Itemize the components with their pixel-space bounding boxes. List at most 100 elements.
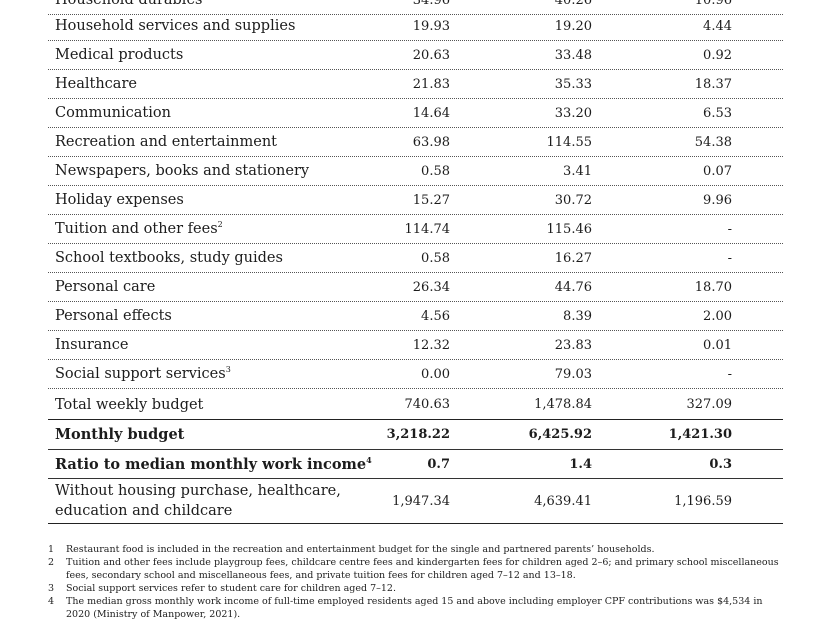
footnote: 3 Social support services refer to studen… bbox=[48, 582, 788, 595]
footnote-text: Social support services refer to student… bbox=[66, 583, 396, 594]
row-label: Personal effects bbox=[55, 308, 172, 324]
row-label: Communication bbox=[55, 105, 171, 121]
value-c1: 3,218.22 bbox=[386, 427, 450, 442]
table-row: Tuition and other fees2 114.74 115.46 - bbox=[48, 215, 783, 244]
value-c1: 0.58 bbox=[421, 163, 450, 179]
value-c2: 23.83 bbox=[554, 337, 592, 353]
value-c3: 2.00 bbox=[703, 308, 732, 324]
value-c2: 115.46 bbox=[546, 221, 593, 237]
total-weekly-row: Total weekly budget 740.63 1,478.84 327.09 bbox=[48, 390, 783, 420]
row-label: Insurance bbox=[55, 337, 129, 353]
value-c1: 740.63 bbox=[404, 397, 451, 412]
row-label: Medical products bbox=[55, 47, 184, 63]
value-c3: 10.96 bbox=[694, 0, 732, 8]
footnote-number: 4 bbox=[48, 596, 55, 607]
value-c2: 30.72 bbox=[554, 192, 592, 208]
value-c2: 79.03 bbox=[554, 366, 592, 382]
table-row: Healthcare 21.83 35.33 18.37 bbox=[48, 70, 783, 99]
value-c1: 0.58 bbox=[421, 250, 450, 266]
value-c3: 4.44 bbox=[703, 18, 732, 34]
value-c3: 0.07 bbox=[703, 163, 732, 179]
table-row: Household durables 34.96 40.26 10.96 bbox=[48, 0, 783, 15]
value-c2: 4,639.41 bbox=[534, 493, 592, 509]
value-c3: - bbox=[727, 366, 732, 382]
value-c3: 18.37 bbox=[694, 76, 732, 92]
value-c2: 19.20 bbox=[554, 18, 592, 34]
footnote: 2 Tuition and other fees include playgrou… bbox=[48, 556, 788, 582]
value-c2: 33.20 bbox=[554, 105, 592, 121]
footnote: 1 Restaurant food is included in the recr… bbox=[48, 543, 788, 556]
footnote-text: Restaurant food is included in the recre… bbox=[66, 544, 655, 555]
value-c2: 33.48 bbox=[554, 47, 592, 63]
value-c3: 54.38 bbox=[694, 134, 732, 150]
table-row: Social support services3 0.00 79.03 - bbox=[48, 360, 783, 389]
table-row: Personal effects 4.56 8.39 2.00 bbox=[48, 302, 783, 331]
value-c3: 0.3 bbox=[709, 456, 732, 472]
row-label: Recreation and entertainment bbox=[55, 134, 277, 150]
value-c1: 0.00 bbox=[421, 366, 450, 382]
table-row: Household services and supplies 19.93 19.2… bbox=[48, 12, 783, 41]
ratio-row: Ratio to median monthly work income4 0.7 1… bbox=[48, 450, 783, 479]
value-c2: 16.27 bbox=[554, 250, 592, 266]
value-c3: 18.70 bbox=[694, 279, 732, 295]
value-c3: 1,196.59 bbox=[674, 493, 732, 509]
row-label: Social support services3 bbox=[55, 365, 231, 382]
value-c1: 34.96 bbox=[412, 0, 450, 8]
row-label: Household services and supplies bbox=[55, 18, 296, 34]
value-c3: 327.09 bbox=[686, 397, 733, 412]
value-c1: 15.27 bbox=[412, 192, 450, 208]
row-label: Household durables bbox=[55, 0, 203, 8]
table-row: Holiday expenses 15.27 30.72 9.96 bbox=[48, 186, 783, 215]
value-c1: 14.64 bbox=[412, 105, 450, 121]
value-c2: 40.26 bbox=[554, 0, 592, 8]
row-label: Personal care bbox=[55, 279, 156, 295]
value-c3: 0.01 bbox=[703, 337, 732, 353]
row-label: Healthcare bbox=[55, 76, 137, 92]
footnote-marker: 4 bbox=[366, 454, 372, 465]
value-c1: 20.63 bbox=[412, 47, 450, 63]
value-c3: 6.53 bbox=[703, 105, 732, 121]
without-housing-row: Without housing purchase, healthcare, edu… bbox=[48, 479, 783, 524]
row-label: Without housing purchase, healthcare, edu… bbox=[55, 483, 341, 519]
footnote-marker: 3 bbox=[225, 365, 231, 375]
value-c3: 9.96 bbox=[703, 192, 732, 208]
footnote-marker: 2 bbox=[217, 220, 223, 230]
table-row: Communication 14.64 33.20 6.53 bbox=[48, 99, 783, 128]
row-label: Monthly budget bbox=[55, 426, 185, 443]
table-row: Medical products 20.63 33.48 0.92 bbox=[48, 41, 783, 70]
value-c2: 35.33 bbox=[554, 76, 592, 92]
row-label: Ratio to median monthly work income4 bbox=[55, 454, 372, 473]
footnote-number: 2 bbox=[48, 557, 55, 568]
table-row: Insurance 12.32 23.83 0.01 bbox=[48, 331, 783, 360]
row-label: School textbooks, study guides bbox=[55, 250, 283, 266]
table-row: Personal care 26.34 44.76 18.70 bbox=[48, 273, 783, 302]
value-c1: 12.32 bbox=[412, 337, 450, 353]
value-c3: - bbox=[727, 250, 732, 266]
table-row: Newspapers, books and stationery 0.58 3.41… bbox=[48, 157, 783, 186]
value-c1: 114.74 bbox=[404, 221, 451, 237]
footnotes: 1 Restaurant food is included in the recr… bbox=[48, 543, 788, 621]
table-row: School textbooks, study guides 0.58 16.27 - bbox=[48, 244, 783, 273]
footnote-number: 1 bbox=[48, 544, 55, 555]
value-c1: 0.7 bbox=[427, 456, 450, 472]
row-label: Newspapers, books and stationery bbox=[55, 163, 310, 179]
value-c2: 1,478.84 bbox=[534, 397, 592, 412]
footnote-text: Tuition and other fees include playgroup… bbox=[66, 557, 779, 581]
value-c1: 1,947.34 bbox=[392, 493, 450, 509]
value-c1: 4.56 bbox=[421, 308, 450, 324]
value-c1: 19.93 bbox=[412, 18, 450, 34]
value-c3: 1,421.30 bbox=[668, 427, 732, 442]
value-c1: 63.98 bbox=[412, 134, 450, 150]
value-c2: 8.39 bbox=[563, 308, 592, 324]
footnote: 4 The median gross monthly work income of… bbox=[48, 595, 788, 621]
value-c1: 26.34 bbox=[412, 279, 450, 295]
table-row: Recreation and entertainment 63.98 114.55 5… bbox=[48, 128, 783, 157]
footnote-number: 3 bbox=[48, 583, 55, 594]
row-label: Tuition and other fees2 bbox=[55, 220, 223, 237]
row-label: Total weekly budget bbox=[55, 396, 204, 413]
value-c2: 114.55 bbox=[546, 134, 593, 150]
footnote-text: The median gross monthly work income of … bbox=[66, 596, 763, 620]
value-c2: 3.41 bbox=[563, 163, 592, 179]
value-c2: 44.76 bbox=[554, 279, 592, 295]
value-c3: - bbox=[727, 221, 732, 237]
